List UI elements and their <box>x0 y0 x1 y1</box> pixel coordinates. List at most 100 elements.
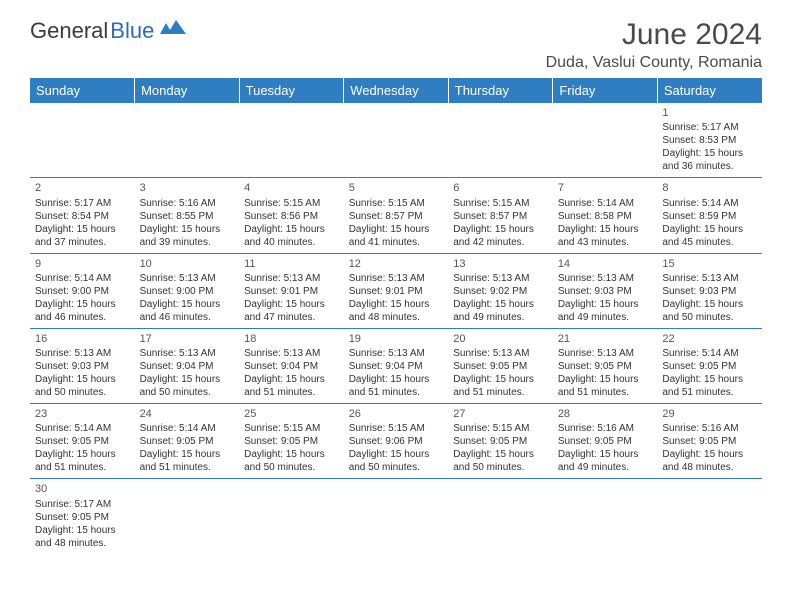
day-number: 19 <box>349 332 444 346</box>
day-detail: and 51 minutes. <box>662 386 757 399</box>
day-detail: Sunrise: 5:16 AM <box>662 422 757 435</box>
day-detail: and 51 minutes. <box>35 461 130 474</box>
calendar-row: 30Sunrise: 5:17 AMSunset: 9:05 PMDayligh… <box>30 479 762 554</box>
day-detail: Sunrise: 5:14 AM <box>140 422 235 435</box>
location-label: Duda, Vaslui County, Romania <box>546 54 762 72</box>
calendar-cell: 24Sunrise: 5:14 AMSunset: 9:05 PMDayligh… <box>135 404 240 479</box>
day-number: 25 <box>244 407 339 421</box>
calendar-cell: 18Sunrise: 5:13 AMSunset: 9:04 PMDayligh… <box>239 328 344 403</box>
day-detail: Sunrise: 5:17 AM <box>662 121 757 134</box>
day-detail: and 47 minutes. <box>244 311 339 324</box>
day-detail: Sunset: 9:05 PM <box>35 511 130 524</box>
day-number: 29 <box>662 407 757 421</box>
day-detail: Daylight: 15 hours <box>140 373 235 386</box>
calendar-cell: 20Sunrise: 5:13 AMSunset: 9:05 PMDayligh… <box>448 328 553 403</box>
day-detail: Sunset: 9:01 PM <box>244 285 339 298</box>
day-header: Thursday <box>448 78 553 103</box>
day-detail: Daylight: 15 hours <box>140 223 235 236</box>
day-detail: Sunrise: 5:15 AM <box>349 422 444 435</box>
day-detail: Daylight: 15 hours <box>662 223 757 236</box>
day-detail: Sunrise: 5:13 AM <box>244 347 339 360</box>
day-detail: Sunset: 8:59 PM <box>662 210 757 223</box>
day-detail: Sunrise: 5:13 AM <box>662 272 757 285</box>
day-header: Wednesday <box>344 78 449 103</box>
calendar-cell: 6Sunrise: 5:15 AMSunset: 8:57 PMDaylight… <box>448 178 553 253</box>
calendar-cell: 26Sunrise: 5:15 AMSunset: 9:06 PMDayligh… <box>344 404 449 479</box>
day-number: 27 <box>453 407 548 421</box>
day-number: 7 <box>558 181 653 195</box>
day-detail: Sunrise: 5:16 AM <box>140 197 235 210</box>
day-detail: Daylight: 15 hours <box>244 448 339 461</box>
day-detail: Sunset: 9:05 PM <box>35 435 130 448</box>
day-detail: Daylight: 15 hours <box>349 448 444 461</box>
day-header: Monday <box>135 78 240 103</box>
day-detail: Sunrise: 5:13 AM <box>453 347 548 360</box>
day-detail: Sunrise: 5:13 AM <box>453 272 548 285</box>
calendar-cell: 8Sunrise: 5:14 AMSunset: 8:59 PMDaylight… <box>657 178 762 253</box>
calendar-cell <box>344 103 449 178</box>
day-detail: Daylight: 15 hours <box>35 448 130 461</box>
calendar-body: 1Sunrise: 5:17 AMSunset: 8:53 PMDaylight… <box>30 103 762 554</box>
day-detail: Sunset: 9:05 PM <box>244 435 339 448</box>
day-detail: Sunrise: 5:14 AM <box>662 347 757 360</box>
calendar-cell: 15Sunrise: 5:13 AMSunset: 9:03 PMDayligh… <box>657 253 762 328</box>
day-number: 5 <box>349 181 444 195</box>
calendar-cell: 30Sunrise: 5:17 AMSunset: 9:05 PMDayligh… <box>30 479 135 554</box>
calendar-cell: 22Sunrise: 5:14 AMSunset: 9:05 PMDayligh… <box>657 328 762 403</box>
calendar-cell: 19Sunrise: 5:13 AMSunset: 9:04 PMDayligh… <box>344 328 449 403</box>
day-detail: and 40 minutes. <box>244 236 339 249</box>
day-detail: and 42 minutes. <box>453 236 548 249</box>
calendar-cell: 14Sunrise: 5:13 AMSunset: 9:03 PMDayligh… <box>553 253 658 328</box>
day-number: 24 <box>140 407 235 421</box>
day-number: 10 <box>140 257 235 271</box>
day-number: 30 <box>35 482 130 496</box>
day-detail: and 50 minutes. <box>35 386 130 399</box>
day-header: Sunday <box>30 78 135 103</box>
day-detail: Sunset: 9:05 PM <box>558 435 653 448</box>
day-detail: and 51 minutes. <box>558 386 653 399</box>
day-detail: and 39 minutes. <box>140 236 235 249</box>
calendar-cell <box>239 103 344 178</box>
day-detail: Sunset: 9:03 PM <box>35 360 130 373</box>
day-detail: Daylight: 15 hours <box>453 223 548 236</box>
calendar-cell <box>448 479 553 554</box>
day-number: 13 <box>453 257 548 271</box>
day-header: Saturday <box>657 78 762 103</box>
day-detail: Daylight: 15 hours <box>558 298 653 311</box>
day-detail: Daylight: 15 hours <box>244 298 339 311</box>
day-detail: Daylight: 15 hours <box>662 147 757 160</box>
day-detail: and 50 minutes. <box>140 386 235 399</box>
day-detail: and 51 minutes. <box>453 386 548 399</box>
day-detail: Daylight: 15 hours <box>453 298 548 311</box>
day-detail: and 50 minutes. <box>349 461 444 474</box>
day-detail: Sunset: 9:01 PM <box>349 285 444 298</box>
calendar-cell <box>239 479 344 554</box>
brand-part1: General <box>30 18 108 44</box>
day-detail: Daylight: 15 hours <box>35 223 130 236</box>
day-number: 14 <box>558 257 653 271</box>
day-detail: Sunrise: 5:14 AM <box>662 197 757 210</box>
day-detail: Sunset: 9:05 PM <box>453 360 548 373</box>
day-detail: Sunset: 9:05 PM <box>662 435 757 448</box>
day-detail: Sunrise: 5:13 AM <box>558 272 653 285</box>
day-detail: Sunrise: 5:13 AM <box>140 347 235 360</box>
day-detail: Sunset: 8:56 PM <box>244 210 339 223</box>
day-detail: Sunset: 9:04 PM <box>349 360 444 373</box>
day-detail: and 46 minutes. <box>35 311 130 324</box>
header: GeneralBlue June 2024 Duda, Vaslui Count… <box>30 18 762 72</box>
day-detail: Sunset: 9:05 PM <box>453 435 548 448</box>
day-detail: Sunrise: 5:14 AM <box>558 197 653 210</box>
calendar-cell: 3Sunrise: 5:16 AMSunset: 8:55 PMDaylight… <box>135 178 240 253</box>
day-detail: Daylight: 15 hours <box>349 298 444 311</box>
day-detail: Sunset: 8:54 PM <box>35 210 130 223</box>
brand-part2: Blue <box>110 18 154 44</box>
calendar-cell: 5Sunrise: 5:15 AMSunset: 8:57 PMDaylight… <box>344 178 449 253</box>
day-number: 6 <box>453 181 548 195</box>
day-number: 28 <box>558 407 653 421</box>
calendar-row: 2Sunrise: 5:17 AMSunset: 8:54 PMDaylight… <box>30 178 762 253</box>
day-detail: Daylight: 15 hours <box>140 298 235 311</box>
calendar-cell: 23Sunrise: 5:14 AMSunset: 9:05 PMDayligh… <box>30 404 135 479</box>
calendar-row: 1Sunrise: 5:17 AMSunset: 8:53 PMDaylight… <box>30 103 762 178</box>
day-detail: Sunset: 9:03 PM <box>558 285 653 298</box>
day-detail: Sunrise: 5:15 AM <box>453 422 548 435</box>
